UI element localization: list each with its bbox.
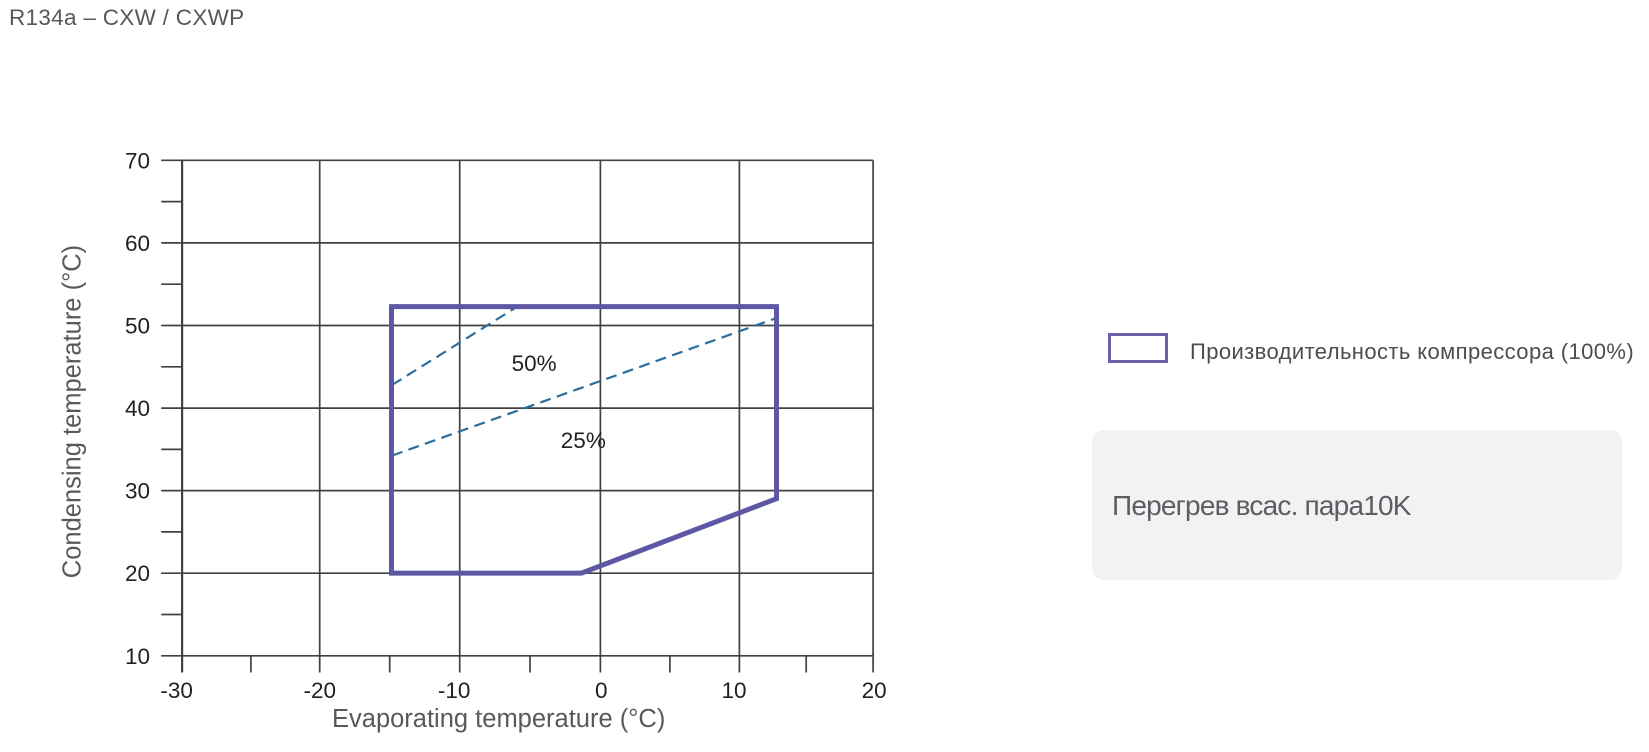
svg-text:-30: -30 [160,678,193,703]
svg-text:60: 60 [125,231,150,256]
svg-text:50: 50 [125,314,150,339]
svg-text:25%: 25% [561,428,606,453]
svg-text:-10: -10 [438,678,471,703]
svg-text:70: 70 [125,148,150,173]
svg-text:20: 20 [125,561,150,586]
svg-text:0: 0 [595,678,608,703]
svg-text:50%: 50% [512,351,557,376]
svg-text:20: 20 [862,678,887,703]
svg-text:10: 10 [125,644,150,669]
svg-text:10: 10 [721,678,746,703]
svg-text:-20: -20 [304,678,337,703]
svg-text:30: 30 [125,479,150,504]
svg-text:40: 40 [125,396,150,421]
